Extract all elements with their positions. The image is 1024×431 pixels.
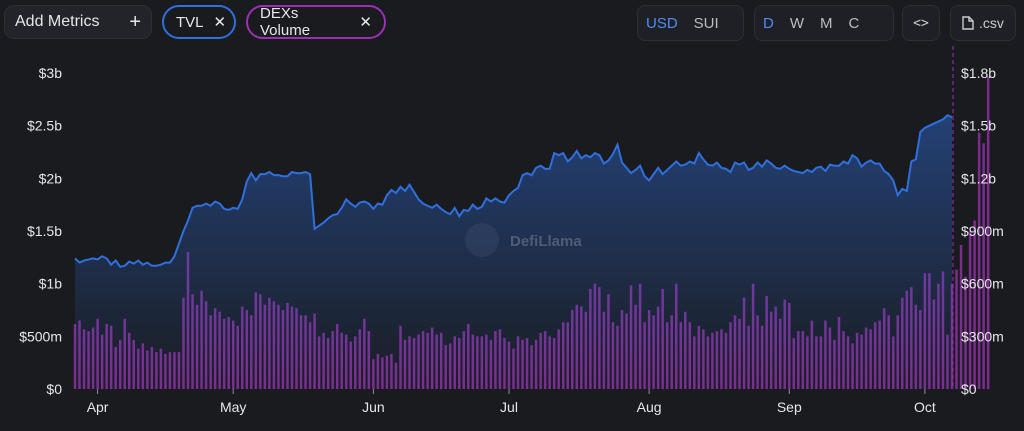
csv-label: .csv [979, 15, 1004, 31]
embed-button[interactable]: <> [902, 5, 940, 41]
dex-volume-bar [955, 269, 958, 389]
dex-volume-bar [977, 132, 981, 389]
period-option-d[interactable]: D [763, 14, 774, 32]
period-toggle: D W M C [754, 5, 894, 41]
add-metrics-label: Add Metrics [15, 13, 100, 30]
metric-chip-tvl[interactable]: TVL ✕ [162, 5, 236, 39]
right-axis-tick-label: $300m [961, 328, 1004, 344]
x-axis-tick-label: May [220, 399, 246, 415]
file-icon [962, 16, 974, 30]
x-axis-tick-label: Apr [87, 399, 109, 415]
left-axis-tick-label: $1b [39, 276, 63, 292]
left-axis: $0 $500m $1b $1.5b $2b $2.5b $3b [19, 65, 62, 397]
right-axis-tick-label: $900m [961, 223, 1004, 239]
period-option-w[interactable]: W [789, 14, 805, 32]
add-metrics-button[interactable]: Add Metrics + [4, 5, 152, 39]
code-icon: <> [913, 15, 929, 31]
x-axis-tick-label: Aug [637, 399, 662, 415]
watermark-text: DefiLlama [510, 233, 582, 250]
right-axis: $0 $300m $600m $900m $1.2b $1.5b $1.8b [961, 65, 1004, 397]
x-axis: Apr May Jun Jul Aug Sep Oct [87, 389, 936, 415]
left-axis-tick-label: $0 [46, 381, 62, 397]
tvl-area-fill [75, 115, 952, 389]
dex-volume-bar [986, 76, 990, 389]
right-axis-tick-label: $600m [961, 276, 1004, 292]
dex-volume-bar [964, 276, 967, 389]
x-axis-tick-label: Sep [777, 399, 802, 415]
left-axis-tick-label: $1.5b [27, 223, 62, 239]
tvl-dex-volume-chart: $0$500m$1b$1.5b$2b$2.5b$3b $0$300m$600m$… [19, 46, 1004, 415]
close-icon[interactable]: ✕ [359, 14, 372, 31]
toolbar: Add Metrics + TVL ✕ DEXs Volume ✕ USD SU… [0, 0, 1024, 46]
dex-volume-bar [959, 245, 963, 389]
left-axis-tick-label: $2b [39, 170, 63, 186]
llama-logo-icon [465, 223, 499, 257]
watermark: DefiLlama [465, 223, 582, 257]
right-axis-tick-label: $0 [961, 381, 977, 397]
left-axis-tick-label: $3b [39, 65, 63, 81]
dex-volume-bar [968, 231, 972, 389]
right-axis-tick-label: $1.8b [961, 65, 996, 81]
currency-option-sui[interactable]: SUI [693, 14, 719, 32]
metric-chip-dexs-volume[interactable]: DEXs Volume ✕ [246, 5, 386, 39]
tvl-line [74, 113, 953, 268]
currency-option-usd[interactable]: USD [646, 14, 678, 32]
left-axis-tick-label: $2.5b [27, 118, 62, 134]
dex-volume-bar [982, 143, 985, 389]
close-icon[interactable]: ✕ [213, 14, 227, 31]
x-axis-tick-label: Jun [362, 399, 385, 415]
dex-volume-bar [950, 283, 954, 389]
metric-chip-label: DEXs Volume [260, 5, 311, 39]
period-option-m[interactable]: M [820, 14, 833, 32]
dex-volume-bar [973, 220, 976, 389]
metric-chip-label: TVL [176, 13, 204, 31]
right-axis-tick-label: $1.5b [961, 118, 996, 134]
x-axis-tick-label: Jul [500, 399, 518, 415]
period-option-c[interactable]: C [848, 14, 860, 32]
chart-area: $0 $500m $1b $1.5b $2b $2.5b $3b $0 $300m $600m $… [0, 46, 1024, 426]
left-axis-tick-label: $500m [19, 328, 62, 344]
currency-toggle: USD SUI [637, 5, 744, 41]
right-axis-tick-label: $1.2b [961, 170, 996, 186]
csv-download-button[interactable]: .csv [950, 5, 1016, 41]
plus-icon: + [129, 10, 141, 33]
x-axis-tick-label: Oct [914, 399, 936, 415]
